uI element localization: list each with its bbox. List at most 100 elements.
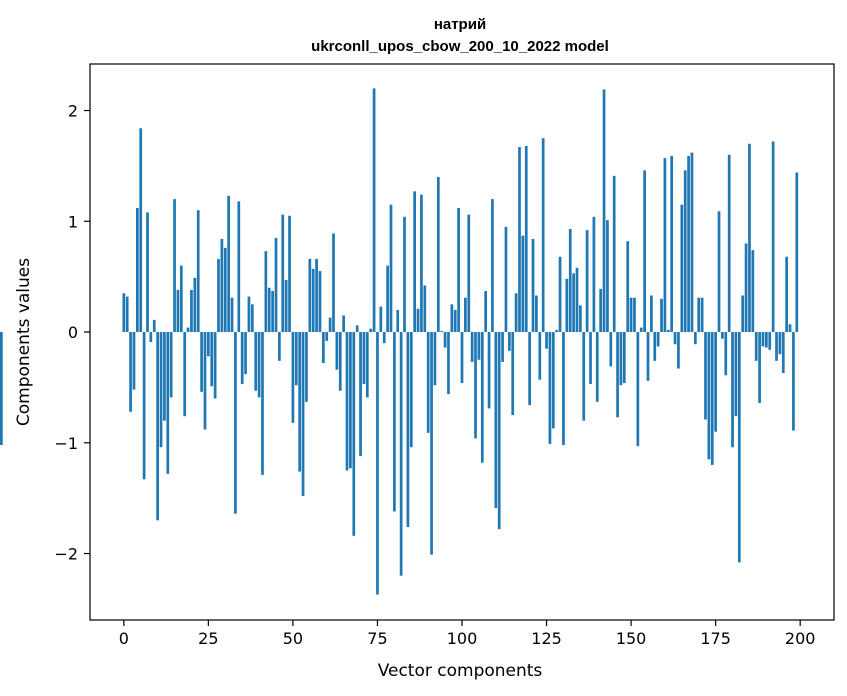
bar-143: [606, 220, 609, 333]
bar-71: [362, 332, 366, 385]
bar-16: [176, 289, 180, 333]
bar-41: [261, 332, 264, 475]
bar-8: [149, 332, 153, 342]
bar-70: [359, 332, 362, 457]
bar-145: [612, 175, 616, 333]
bar-124: [541, 138, 545, 333]
bar-194: [778, 332, 782, 355]
bar-31: [227, 195, 231, 333]
bar-90: [426, 332, 430, 433]
bar-161: [666, 329, 670, 333]
bar-3: [132, 332, 136, 390]
bar-120: [528, 332, 531, 406]
bar-121: [531, 239, 535, 333]
bar-84: [406, 332, 410, 527]
bar-171: [700, 297, 704, 333]
bar-88: [420, 194, 423, 333]
bar-62: [332, 233, 335, 333]
bar-95: [443, 332, 447, 348]
bar-137: [585, 230, 589, 333]
bar-7: [146, 212, 149, 333]
bar-155: [646, 332, 650, 381]
bar-29: [220, 239, 224, 333]
bar-180: [731, 332, 734, 448]
bar-25: [207, 332, 210, 357]
y-tick-label: 0: [68, 323, 78, 342]
bar-66: [345, 332, 349, 471]
bar-23: [200, 332, 203, 392]
bar-80: [393, 332, 396, 512]
bar-154: [643, 170, 646, 333]
bar-158: [656, 332, 660, 347]
bar-109: [491, 199, 494, 333]
bar-132: [568, 229, 572, 333]
bar-50: [291, 332, 295, 423]
bar-52: [298, 332, 302, 472]
bar-65: [342, 315, 345, 333]
bar-57: [315, 258, 318, 333]
bar-111: [497, 332, 501, 530]
bars-group: [0, 88, 799, 595]
bar-63: [335, 332, 339, 370]
bar-72: [365, 332, 369, 398]
bar-9: [152, 319, 156, 333]
bar-92: [433, 332, 437, 386]
y-tick-label: −2: [54, 545, 78, 564]
bar-4: [135, 207, 139, 333]
bar-85: [409, 332, 413, 448]
bar-149: [626, 241, 630, 333]
y-tick-label: 2: [68, 102, 78, 121]
bar-118: [521, 235, 525, 333]
bar-117: [518, 147, 521, 333]
bar-11: [159, 332, 163, 448]
bar-94: [440, 330, 444, 333]
bar-188: [758, 332, 761, 403]
bar-98: [453, 309, 457, 333]
bar-128: [555, 329, 559, 333]
bar-175: [714, 332, 717, 432]
bar-30: [223, 247, 227, 333]
bar-82: [399, 332, 403, 576]
bar-138: [589, 332, 592, 385]
bar-168: [690, 152, 694, 333]
bar-2: [129, 332, 132, 412]
bar-114: [507, 332, 511, 351]
bar-12: [163, 332, 166, 421]
bar-178: [724, 332, 728, 376]
bar-146: [616, 332, 619, 418]
bar-184: [744, 243, 748, 333]
x-tick-label: 125: [531, 629, 562, 648]
bar-174: [710, 332, 714, 465]
x-axis-ticks: 0 25 50 75 100 125 150 175 200: [119, 620, 815, 648]
bar-34: [237, 201, 241, 333]
x-tick-label: 50: [283, 629, 303, 648]
bar-112: [501, 332, 504, 362]
bar-151: [633, 297, 636, 333]
bar-53: [301, 332, 305, 496]
bar-148: [622, 332, 626, 383]
bar-97: [450, 304, 454, 333]
bar-183: [741, 295, 745, 333]
bar-28: [217, 258, 220, 333]
bar-5: [139, 128, 143, 333]
bar-81: [396, 309, 400, 333]
bar-172: [704, 332, 707, 420]
bar-56: [311, 268, 315, 333]
chart-title: натрий: [434, 16, 486, 33]
bar-196: [785, 256, 789, 333]
bar-26: [210, 332, 214, 387]
bar-176: [717, 211, 721, 333]
bar-141: [599, 288, 603, 333]
bar-173: [707, 332, 711, 460]
bar-195: [781, 332, 785, 374]
bar-20: [190, 289, 193, 333]
bar-67: [349, 332, 352, 469]
bar-140: [595, 332, 599, 402]
bar-191: [768, 332, 772, 350]
bar-13: [166, 332, 170, 474]
bar-125: [545, 332, 548, 349]
bar-190: [765, 332, 768, 348]
bar-199: [795, 172, 799, 333]
bar-83: [403, 216, 406, 333]
bar-46: [278, 332, 281, 361]
